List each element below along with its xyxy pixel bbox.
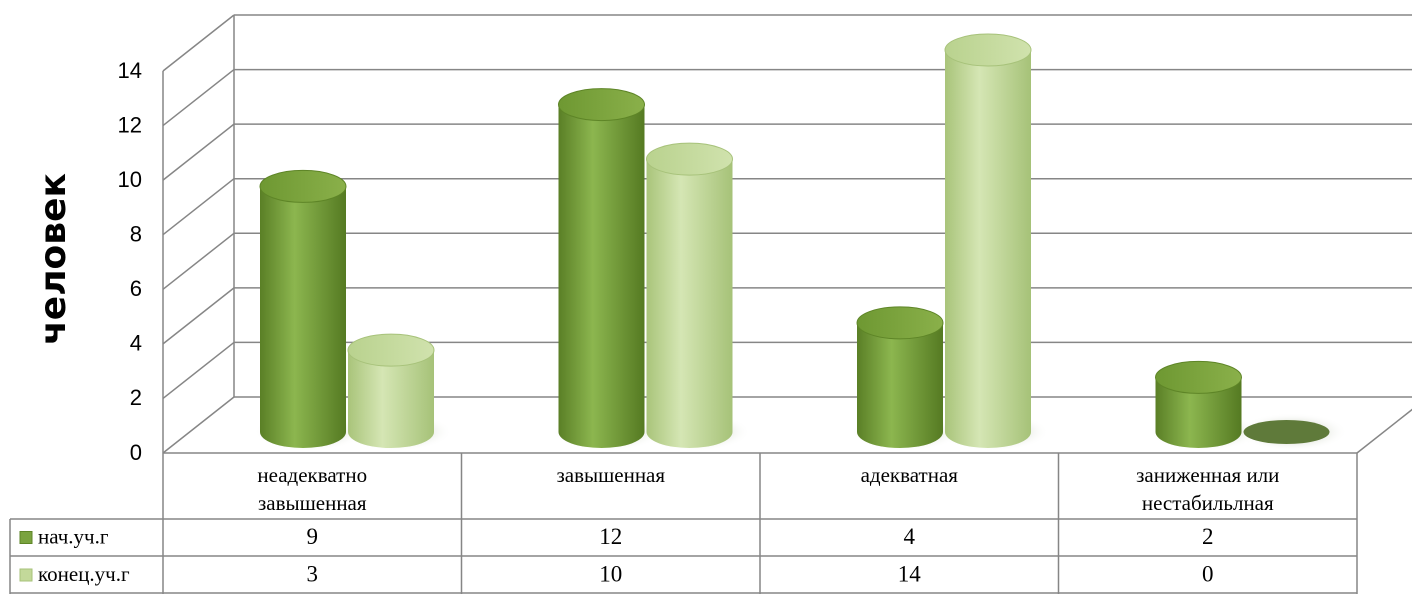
bar [1243, 420, 1330, 444]
table-cell-value: 10 [599, 561, 622, 586]
bar-top [944, 33, 1032, 67]
category-label: неадекватно [257, 463, 367, 487]
bar [856, 306, 944, 448]
table-cell-value: 9 [307, 524, 319, 549]
y-tick-label: 8 [130, 222, 142, 247]
legend-key [19, 568, 33, 582]
table-cell-value: 4 [904, 524, 916, 549]
bar [1155, 360, 1242, 448]
grid [162, 14, 1412, 454]
bar-body [348, 350, 434, 448]
gridline-side [162, 68, 235, 127]
bar [347, 333, 435, 448]
bars [259, 33, 1330, 449]
y-tick-label: 4 [130, 331, 142, 356]
category-label: заниженная или [1136, 463, 1279, 487]
category-label: адекватная [861, 463, 959, 487]
bar-body [260, 186, 346, 448]
y-axis: 0 2 4 6 8 10 12 14 [118, 58, 142, 465]
bar-top [1243, 420, 1330, 444]
series-name: конец.уч.г [38, 562, 130, 586]
y-tick-label: 12 [118, 112, 142, 137]
gridline-side [162, 287, 235, 345]
gridline-side [162, 396, 235, 454]
bar-body [1155, 377, 1242, 448]
bar [646, 142, 733, 448]
series-name: нач.уч.г [38, 524, 109, 548]
bar [558, 88, 645, 449]
table-cell-value: 2 [1202, 524, 1214, 549]
y-tick-label: 14 [118, 58, 142, 83]
table-cell-value: 3 [307, 561, 319, 586]
floor-right-edge [1356, 408, 1412, 454]
bar [944, 33, 1032, 448]
y-tick-label: 10 [118, 167, 142, 192]
bar-top [856, 306, 944, 340]
bar-top [1155, 360, 1242, 394]
y-tick-label: 2 [130, 385, 142, 410]
data-table: неадекватно завышенная завышенная адекватна… [9, 453, 1358, 594]
table-cell-value: 0 [1202, 561, 1214, 586]
bar-top [347, 333, 435, 367]
category-label: завышенная [258, 491, 367, 515]
category-label: завышенная [556, 463, 665, 487]
legend-key [19, 531, 33, 544]
bar-top [259, 169, 347, 203]
gridline-side [162, 123, 235, 181]
category-label: нестабильлная [1142, 491, 1274, 515]
gridline-side [162, 178, 235, 236]
bar [259, 169, 347, 448]
bar-body [945, 50, 1031, 448]
gridline-side [162, 14, 235, 72]
gridline-side [162, 341, 235, 400]
y-tick-label: 0 [130, 440, 142, 465]
bar-body [857, 322, 943, 448]
table-cell-value: 12 [599, 524, 622, 549]
y-axis-label: человек [33, 173, 74, 345]
bar-top [646, 142, 733, 176]
bar-body [646, 159, 733, 448]
y-tick-label: 6 [130, 276, 142, 301]
bar-body [558, 104, 645, 449]
bar-top [558, 88, 645, 122]
gridline-side [162, 232, 235, 290]
table-cell-value: 14 [898, 561, 922, 586]
